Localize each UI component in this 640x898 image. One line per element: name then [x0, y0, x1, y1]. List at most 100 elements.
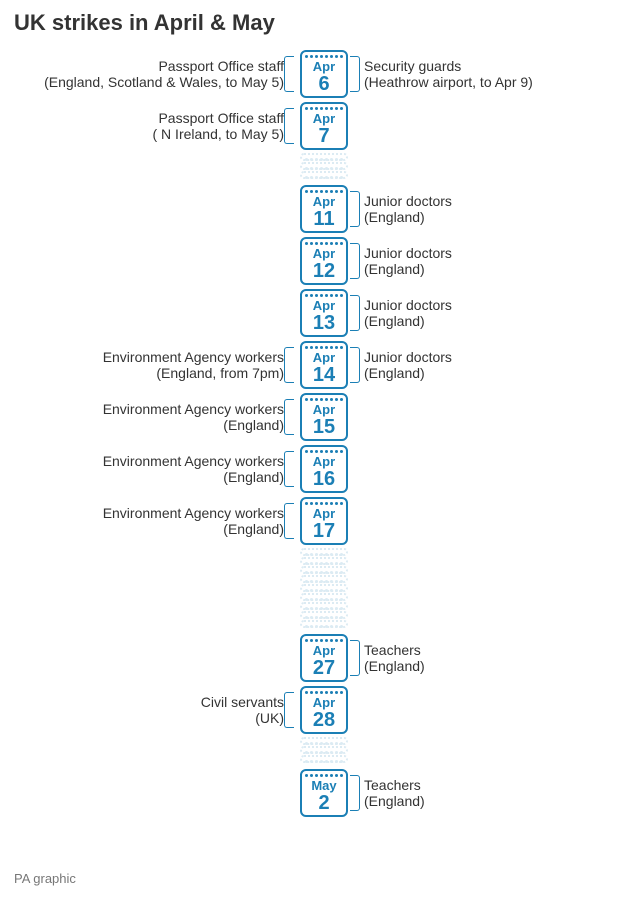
strike-label-left: Passport Office staff (England, Scotland…: [4, 58, 284, 90]
timeline: Apr 6 Passport Office staff (England, Sc…: [0, 48, 640, 819]
calendar-date-icon: Apr 7: [300, 102, 348, 150]
calendar-date-icon: Apr 28: [300, 686, 348, 734]
date-month: Apr: [302, 403, 346, 416]
connector-bracket-right: [350, 243, 360, 279]
strike-label-right: Junior doctors (England): [364, 297, 624, 329]
strike-title: Junior doctors: [364, 297, 452, 313]
strike-label-right: Junior doctors (England): [364, 245, 624, 277]
calendar-ghost-icon: [300, 171, 348, 179]
date-day: 15: [302, 417, 346, 437]
date-day: 11: [302, 209, 346, 229]
calendar-date-icon: Apr 15: [300, 393, 348, 441]
date-day: 6: [302, 74, 346, 94]
date-month: Apr: [302, 112, 346, 125]
calendar-ghost-icon: [300, 153, 348, 161]
calendar-ghost-icon: [300, 584, 348, 592]
date-day: 7: [302, 126, 346, 146]
connector-bracket-left: [284, 399, 294, 435]
date-day: 14: [302, 365, 346, 385]
strike-title: Teachers: [364, 642, 421, 658]
calendar-ghost-icon: [300, 557, 348, 565]
timeline-row: Apr 27 Teachers (England): [0, 632, 640, 684]
connector-bracket-left: [284, 56, 294, 92]
strike-label-right: Teachers (England): [364, 777, 624, 809]
calendar-ghost-icon: [300, 602, 348, 610]
date-month: Apr: [302, 507, 346, 520]
date-month: Apr: [302, 195, 346, 208]
calendar-ghost-icon: [300, 548, 348, 556]
connector-bracket-right: [350, 191, 360, 227]
strike-label-right: Junior doctors (England): [364, 349, 624, 381]
date-day: 12: [302, 261, 346, 281]
strike-subtitle: (England): [364, 209, 624, 225]
calendar-date-icon: May 2: [300, 769, 348, 817]
connector-bracket-right: [350, 295, 360, 331]
strike-subtitle: (England, from 7pm): [4, 365, 284, 381]
timeline-gap: [0, 736, 640, 767]
timeline-gap: [0, 152, 640, 183]
connector-bracket-left: [284, 347, 294, 383]
calendar-date-icon: Apr 14: [300, 341, 348, 389]
timeline-row: Apr 28 Civil servants (UK): [0, 684, 640, 736]
strike-subtitle: ( N Ireland, to May 5): [4, 126, 284, 142]
date-month: Apr: [302, 299, 346, 312]
date-month: Apr: [302, 455, 346, 468]
calendar-ghost-icon: [300, 746, 348, 754]
timeline-row: Apr 6 Passport Office staff (England, Sc…: [0, 48, 640, 100]
strike-label-left: Civil servants (UK): [4, 694, 284, 726]
connector-bracket-left: [284, 451, 294, 487]
strike-title: Security guards: [364, 58, 461, 74]
timeline-row: Apr 14 Environment Agency workers (Engla…: [0, 339, 640, 391]
connector-bracket-right: [350, 775, 360, 811]
calendar-date-icon: Apr 13: [300, 289, 348, 337]
strike-label-right: Teachers (England): [364, 642, 624, 674]
timeline-row: Apr 13 Junior doctors (England): [0, 287, 640, 339]
credit-line: PA graphic: [14, 871, 76, 886]
strike-title: Environment Agency workers: [103, 453, 284, 469]
page-title: UK strikes in April & May: [14, 10, 275, 36]
connector-bracket-left: [284, 692, 294, 728]
strike-subtitle: (England): [364, 313, 624, 329]
calendar-ghost-icon: [300, 593, 348, 601]
strike-label-left: Environment Agency workers (England): [4, 505, 284, 537]
strike-title: Environment Agency workers: [103, 505, 284, 521]
strike-title: Junior doctors: [364, 349, 452, 365]
date-day: 27: [302, 658, 346, 678]
strike-title: Passport Office staff: [158, 58, 284, 74]
date-month: Apr: [302, 247, 346, 260]
calendar-ghost-icon: [300, 611, 348, 619]
calendar-ghost-icon: [300, 620, 348, 628]
strike-title: Civil servants: [201, 694, 284, 710]
strike-subtitle: (England): [364, 365, 624, 381]
date-month: Apr: [302, 60, 346, 73]
strike-label-left: Passport Office staff ( N Ireland, to Ma…: [4, 110, 284, 142]
strike-subtitle: (England): [364, 658, 624, 674]
strike-subtitle: (England): [4, 417, 284, 433]
strike-label-right: Security guards (Heathrow airport, to Ap…: [364, 58, 624, 90]
calendar-date-icon: Apr 16: [300, 445, 348, 493]
timeline-row: Apr 15 Environment Agency workers (Engla…: [0, 391, 640, 443]
strike-subtitle: (UK): [4, 710, 284, 726]
strike-title: Environment Agency workers: [103, 401, 284, 417]
calendar-ghost-icon: [300, 737, 348, 745]
calendar-date-icon: Apr 12: [300, 237, 348, 285]
timeline-row: May 2 Teachers (England): [0, 767, 640, 819]
strike-subtitle: (England): [4, 521, 284, 537]
calendar-date-icon: Apr 11: [300, 185, 348, 233]
date-day: 13: [302, 313, 346, 333]
timeline-row: Apr 11 Junior doctors (England): [0, 183, 640, 235]
strike-subtitle: (England): [4, 469, 284, 485]
timeline-row: Apr 16 Environment Agency workers (Engla…: [0, 443, 640, 495]
calendar-date-icon: Apr 6: [300, 50, 348, 98]
timeline-row: Apr 17 Environment Agency workers (Engla…: [0, 495, 640, 547]
strike-subtitle: (England): [364, 261, 624, 277]
calendar-ghost-icon: [300, 755, 348, 763]
strike-label-left: Environment Agency workers (England): [4, 453, 284, 485]
date-month: Apr: [302, 696, 346, 709]
calendar-ghost-icon: [300, 162, 348, 170]
strike-title: Junior doctors: [364, 193, 452, 209]
timeline-row: Apr 7 Passport Office staff ( N Ireland,…: [0, 100, 640, 152]
timeline-gap: [0, 547, 640, 632]
strike-subtitle: (England, Scotland & Wales, to May 5): [4, 74, 284, 90]
strike-subtitle: (England): [364, 793, 624, 809]
